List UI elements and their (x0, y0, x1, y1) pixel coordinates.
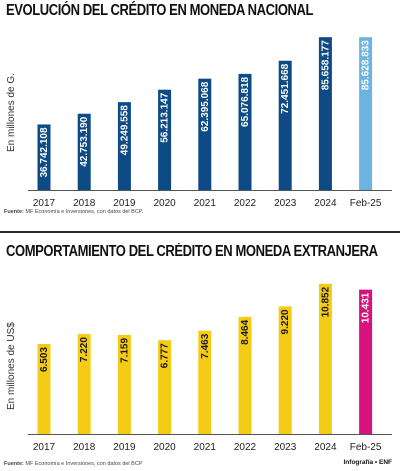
data-label-2023: 72.451.668 (280, 63, 291, 113)
bar-2020 (158, 89, 172, 190)
data-label-2023: 9.220 (280, 309, 291, 334)
data-label-2022: 65.076.818 (240, 76, 251, 126)
source-label: Fuente: (4, 461, 24, 467)
x-tick-label-Feb-25: Feb-25 (350, 442, 382, 453)
section-divider (0, 231, 400, 233)
data-label-2019: 7.159 (119, 337, 130, 362)
x-tick-label-2021: 2021 (194, 442, 217, 453)
credit-text: Infografía • (343, 459, 379, 466)
bar-Feb-25 (359, 289, 373, 434)
bar-chart-moneda-nacional: 36.742.108 2017 42.753.190 2018 49.249.558 20… (28, 37, 392, 209)
bar-2020 (158, 340, 172, 434)
x-tick-label-2024: 2024 (314, 198, 337, 209)
data-label-2021: 62.395.068 (200, 81, 211, 131)
chart-title-moneda-nacional: EVOLUCIÓN DEL CRÉDITO EN MONEDA NACIONAL (6, 2, 314, 19)
x-tick-label-2019: 2019 (113, 442, 136, 453)
bar-2024 (318, 283, 332, 434)
data-label-2019: 49.249.558 (119, 105, 130, 155)
chart-title-moneda-extranjera: COMPORTAMIENTO DEL CRÉDITO EN MONEDA EXT… (6, 243, 378, 260)
x-tick-label-2019: 2019 (113, 198, 136, 209)
bar-2022 (238, 316, 252, 434)
bar-Feb-25 (359, 37, 373, 190)
source-text: MF Economía e Inversiones, con datos del… (25, 461, 143, 467)
data-label-2020: 56.213.147 (160, 92, 171, 142)
bar-2017 (37, 344, 51, 434)
x-tick-label-2018: 2018 (73, 442, 96, 453)
credit: Infografía • ENF (344, 459, 393, 466)
x-tick-label-2020: 2020 (153, 198, 176, 209)
source-label: Fuente: (4, 209, 24, 215)
brand-logo: ENF (379, 459, 392, 466)
bar-2021 (198, 78, 212, 190)
data-label-2020: 6.777 (160, 343, 171, 368)
data-label-2018: 42.753.190 (79, 116, 90, 166)
data-label-Feb-25: 10.431 (361, 292, 372, 323)
data-label-2024: 10.852 (320, 286, 331, 317)
x-tick-label-2017: 2017 (33, 198, 56, 209)
x-tick-label-2022: 2022 (234, 198, 257, 209)
data-label-2022: 8.464 (240, 319, 251, 344)
x-tick-label-2023: 2023 (274, 442, 297, 453)
bar-2019 (117, 102, 131, 190)
x-tick-label-2024: 2024 (314, 442, 337, 453)
source-note-moneda-extranjera: Fuente: MF Economía e Inversiones, con d… (4, 461, 143, 467)
bar-2019 (117, 334, 131, 434)
bar-2023 (278, 60, 292, 190)
x-tick-label-2018: 2018 (73, 198, 96, 209)
data-label-2024: 85.658.177 (320, 40, 331, 90)
data-label-2017: 6.503 (39, 347, 50, 372)
data-label-2018: 7.220 (79, 337, 90, 362)
x-tick-label-Feb-25: Feb-25 (350, 198, 382, 209)
bar-2023 (278, 306, 292, 434)
x-tick-label-2020: 2020 (153, 442, 176, 453)
bar-2021 (198, 330, 212, 434)
bar-2017 (37, 124, 51, 190)
x-tick-label-2017: 2017 (33, 442, 56, 453)
source-text: MF Economía e Inversiones, con datos del… (25, 209, 144, 215)
x-tick-label-2022: 2022 (234, 442, 257, 453)
x-tick-label-2023: 2023 (274, 198, 297, 209)
bar-2018 (77, 334, 91, 434)
bar-2018 (77, 113, 91, 190)
data-label-Feb-25: 85.628.833 (361, 40, 372, 90)
bar-2022 (238, 73, 252, 190)
source-note-moneda-nacional: Fuente: MF Economía e Inversiones, con d… (4, 209, 143, 215)
data-label-2021: 7.463 (200, 333, 211, 358)
bar-2024 (318, 37, 332, 190)
data-label-2017: 36.742.108 (39, 127, 50, 177)
x-tick-label-2021: 2021 (194, 198, 217, 209)
